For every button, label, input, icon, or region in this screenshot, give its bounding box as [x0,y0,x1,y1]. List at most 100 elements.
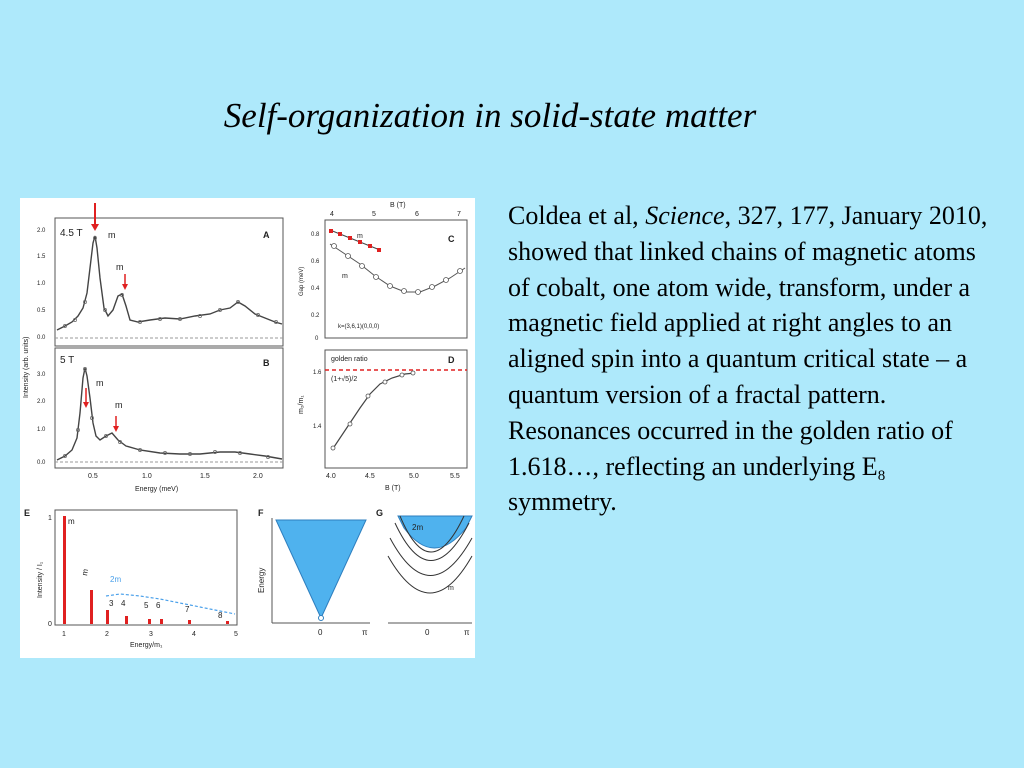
panel-b-xtick: 0.5 [88,473,98,480]
panel-f-xtick-0: 0 [318,628,323,637]
panel-d-points [330,370,416,451]
panel-ab-ylabel: Intensity (arb. units) [23,337,30,398]
panel-e-ytick: 1 [48,515,52,522]
scientific-figure: A 4.5 T m m 2.0 1.5 1.0 0.5 0.0 B 5 T [20,198,475,658]
panel-g-band [387,555,473,594]
panel-e-peak-label: 5 [144,601,149,610]
panel-g-band [399,515,465,553]
panel-c-note: k=(3,6,1)(0,0,0) [338,324,379,330]
panel-c-m1-curve [329,243,466,293]
journal-name: Science [645,201,725,230]
panel-e-xtick: 4 [192,631,196,638]
panel-d-xtick: 4.5 [365,473,375,480]
panel-e-bars [63,516,229,624]
panel-g-2m1: 2m [412,523,423,532]
body-text-part3: symmetry. [508,487,617,517]
panel-e-xlabel: Energy/m₁ [130,642,163,649]
panel-a-arrowhead-m2 [122,284,128,290]
panel-a-arrowhead-m1 [91,224,99,231]
panel-d-formula: (1+√5)/2 [331,375,357,383]
panel-b: B 5 T m m 3.0 2.0 1.0 0.0 0.5 1.0 1.5 2.… [37,347,284,493]
panel-f-continuum [275,519,367,620]
panel-e-peak-label: 6 [156,601,161,610]
panel-d-xtick: 5.5 [450,473,460,480]
panel-e-peak-label: 7 [185,605,190,614]
panel-d-ytick: 1.4 [313,424,322,430]
panel-b-spectrum [56,367,283,461]
panel-g-letter: G [376,508,383,518]
panel-c-top-tick: 4 [330,211,334,218]
panel-e-letter: E [24,508,30,518]
panel-d-ylabel: m₂/m₁ [298,395,305,414]
panel-d-letter: D [448,355,455,365]
panel-b-arrowhead-m2 [113,426,119,432]
panel-g: G 2m m 0 π [376,508,473,637]
panel-c-m2-points [329,229,381,252]
panel-c-ytick: 0.6 [311,259,320,265]
panel-g-continuum [397,515,473,549]
panel-c: C B (T) 4 5 6 7 0.8 0.6 0.4 0.2 0 Gap (m… [299,202,468,342]
panel-a-ytick: 0.0 [37,335,46,341]
panel-c-m2-line [329,229,381,251]
panel-b-m2: m [115,400,123,410]
panel-f-ylabel: Energy [257,568,266,593]
panel-e-peak-label: 3 [109,599,114,608]
panel-e-xtick: 3 [149,631,153,638]
panel-d-ytick: 1.6 [313,370,322,376]
panel-c-ytick: 0.2 [311,313,320,319]
panel-e-2m1: 2m [110,575,121,584]
panel-a-m1: m [108,230,116,240]
panel-d-golden-label: golden ratio [331,356,368,363]
figure-svg: A 4.5 T m m 2.0 1.5 1.0 0.5 0.0 B 5 T [23,202,473,649]
panel-a-m2: m [116,262,124,272]
panel-a-letter: A [263,230,270,240]
panel-b-field: 5 T [60,355,74,366]
panel-b-ytick: 1.0 [37,427,46,433]
panel-b-letter: B [263,358,270,368]
panel-f-apex [318,615,324,621]
panel-a-ytick: 1.5 [37,254,46,260]
panel-b-ytick: 2.0 [37,399,46,405]
panel-e-xtick: 2 [105,631,109,638]
panel-a-ytick: 1.0 [37,281,46,287]
panel-c-top-axis: B (T) [390,202,406,209]
panel-d-xtick: 5.0 [409,473,419,480]
panel-b-arrowhead-m1 [83,402,89,408]
panel-e-m1: m [68,517,75,526]
panel-c-top-tick: 5 [372,211,376,218]
panel-b-markers [63,367,270,459]
panel-c-ylabel: Gap (meV) [299,267,305,296]
body-text-part1: Coldea et al, [508,201,646,230]
panel-d-xtick: 4.0 [326,473,336,480]
panel-g-xtick-pi: π [464,628,470,637]
panel-f-xtick-pi: π [362,628,368,637]
body-text-part2: , 327, 177, January 2010, showed that li… [508,201,988,481]
panel-c-ytick: 0.4 [311,286,320,292]
panel-b-xlabel: Energy (meV) [135,486,178,493]
panel-b-xtick: 1.5 [200,473,210,480]
panel-c-letter: C [448,234,455,244]
panel-d: D golden ratio (1+√5)/2 1.6 1.4 m₂/m₁ 4.… [298,349,468,492]
panel-c-m1-points [331,243,463,295]
panel-a-ytick: 2.0 [37,228,46,234]
panel-f: F Energy 0 π [257,508,370,637]
panel-f-letter: F [258,508,264,518]
panel-b-m1: m [96,378,104,388]
panel-b-ytick: 3.0 [37,372,46,378]
panel-c-top-tick: 6 [415,211,419,218]
panel-g-band [394,522,470,561]
panel-e-ytick: 0 [48,621,52,628]
panel-a: A 4.5 T m m 2.0 1.5 1.0 0.5 0.0 [37,203,284,347]
panel-g-band [389,537,473,576]
e8-subscript: 8 [877,467,886,484]
panel-c-m2: m [357,233,363,240]
panel-a-spectrum [56,235,283,331]
panel-g-xtick-0: 0 [425,628,430,637]
panel-g-m1: m [448,585,454,592]
panel-a-ytick: 0.5 [37,308,46,314]
panel-c-top-tick: 7 [457,211,461,218]
panel-b-xtick: 2.0 [253,473,263,480]
panel-c-ytick: 0.8 [311,232,320,238]
panel-c-ytick: 0 [315,336,319,342]
panel-e-peak-label: 8 [218,611,223,620]
